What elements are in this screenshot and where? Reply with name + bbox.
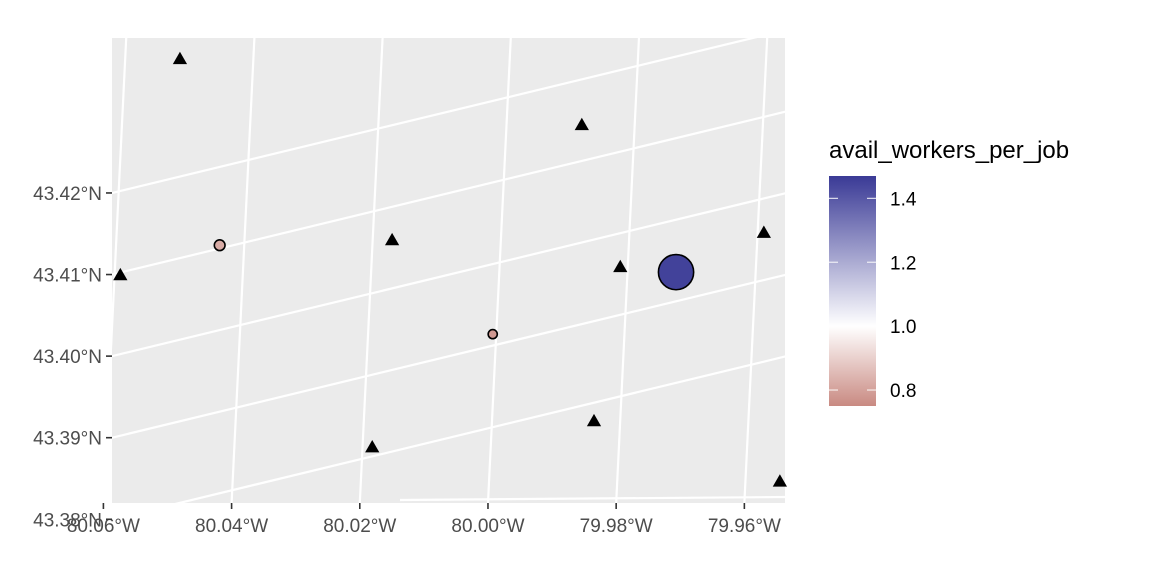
x-axis: 80.06°W 80.04°W 80.02°W 80.00°W 79.98°W 79.96… [67,503,781,537]
grid-line-lat [112,38,758,195]
grid-line-lon [743,38,769,503]
triangle-marker [574,117,589,131]
x-tick-label: 80.06°W [67,516,140,537]
triangle-marker [365,440,380,453]
legend-ticks: 0.8 1.0 1.2 1.4 [829,189,917,402]
x-tick-label: 80.04°W [195,516,268,537]
x-tick-label: 80.00°W [451,516,524,537]
grid-line-lat [112,110,785,276]
grid-line-lon [615,38,641,503]
x-tick-label: 79.98°W [580,516,653,537]
triangle-marker [384,232,400,246]
y-tick-label: 43.41°N [33,266,102,287]
legend-colorbar [829,176,876,406]
y-tick-label: 43.38°N [33,510,102,531]
grid-line-lat [399,495,785,502]
circle-marker [657,253,695,291]
grid-line-lat [174,355,785,503]
triangle-marker [113,267,128,281]
circle-marker [213,239,226,252]
legend-label: 1.4 [890,189,917,210]
grid-lines [112,38,785,503]
y-tick-label: 43.40°N [33,347,102,368]
grid-line-lon [230,38,256,503]
x-tick-label: 80.02°W [323,516,396,537]
triangle-marker [756,225,771,238]
triangle-marker [172,51,188,65]
grid-line-lat [112,192,785,358]
x-tick-label: 79.96°W [708,516,781,537]
y-tick-label: 43.39°N [33,429,102,450]
triangle-marker [586,413,602,427]
legend-label: 1.0 [890,317,916,338]
data-points [113,51,787,487]
y-axis: 43.38°N 43.39°N 43.40°N 43.41°N 43.42°N [33,184,112,531]
legend-label: 1.2 [890,253,916,274]
triangle-marker [613,259,628,273]
y-tick-label: 43.42°N [33,184,102,205]
grid-line-lon [358,38,384,503]
legend-title: avail_workers_per_job [829,137,1069,164]
circle-marker [487,328,499,340]
legend-label: 0.8 [890,381,916,402]
color-legend: avail_workers_per_job 0.8 1.0 1.2 1.4 [829,137,1069,406]
grid-line-lon [112,38,128,351]
grid-line-lat [112,273,785,439]
triangle-marker [772,474,787,487]
